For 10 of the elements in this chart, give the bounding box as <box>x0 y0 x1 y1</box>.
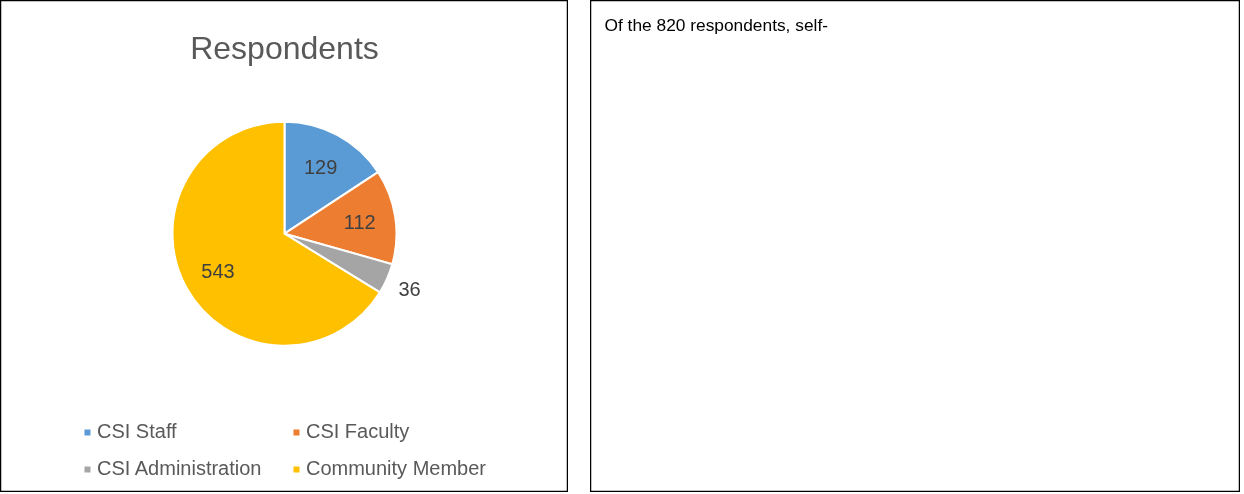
legend-label: CSI Staff <box>96 420 178 443</box>
data-label: 36 <box>398 277 421 300</box>
legend-label: Community Member <box>305 457 487 480</box>
data-label: 129 <box>303 155 338 178</box>
text: Of the 820 respondents, self- <box>604 14 828 35</box>
legend-label: CSI Faculty <box>305 420 411 443</box>
data-label: 543 <box>201 259 235 282</box>
chart-title: Respondents <box>190 29 379 66</box>
legend-label: CSI Administration <box>96 457 263 480</box>
data-label: 112 <box>343 211 376 234</box>
